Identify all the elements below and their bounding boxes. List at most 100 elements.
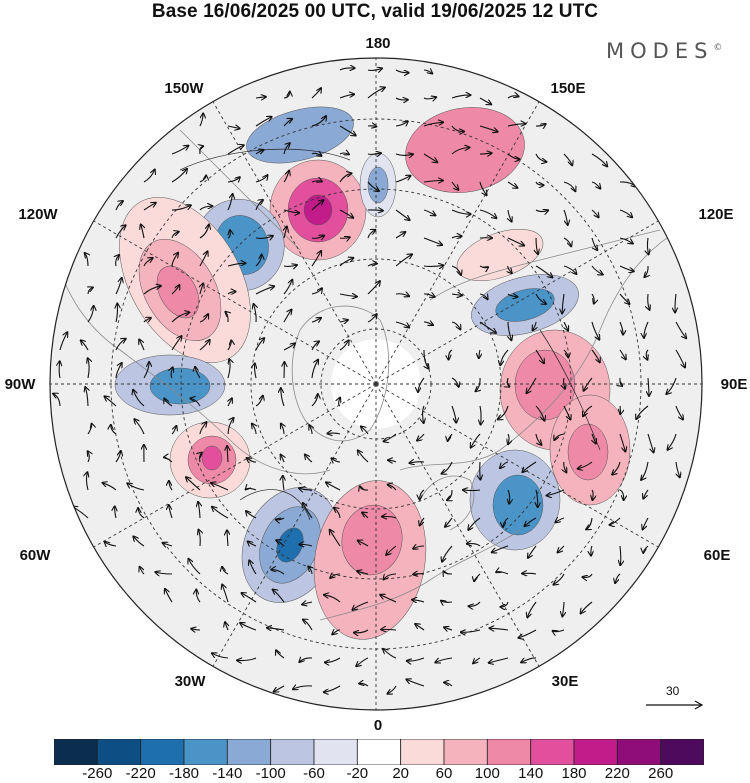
wind-vector xyxy=(507,96,519,99)
anomaly-contour xyxy=(341,504,403,576)
wind-vector xyxy=(610,517,621,525)
wind-vector xyxy=(169,481,173,491)
lon-label-120e: 120E xyxy=(698,206,734,223)
wind-vector xyxy=(228,359,230,379)
wind-vector xyxy=(533,321,536,330)
wind-vector xyxy=(586,517,593,529)
wind-vector xyxy=(87,424,92,435)
wind-vector xyxy=(490,628,509,630)
map-border xyxy=(49,57,703,711)
wind-vector xyxy=(199,176,206,183)
wind-vector xyxy=(284,227,287,239)
wind-vector xyxy=(381,629,397,630)
wind-vector xyxy=(675,349,685,367)
wind-vector xyxy=(155,572,173,574)
wind-vector xyxy=(199,314,208,323)
wind-vector xyxy=(563,405,571,420)
wind-vector xyxy=(163,543,173,546)
anomaly-pos-north-sea xyxy=(313,480,427,640)
wind-vector xyxy=(619,349,626,359)
wind-vector xyxy=(395,321,409,328)
wind-vector xyxy=(283,310,292,323)
wind-vector xyxy=(676,461,680,477)
wind-vector xyxy=(445,517,453,527)
wind-vector xyxy=(143,286,161,295)
wind-vector xyxy=(423,70,432,74)
wind-vector xyxy=(498,405,509,419)
wind-vector xyxy=(563,265,576,274)
wind-vector xyxy=(324,595,341,603)
wind-vector xyxy=(592,489,593,500)
wind-vector xyxy=(88,451,90,463)
anomaly-neg-bering xyxy=(359,152,397,218)
lon-label-30e: 30E xyxy=(551,673,579,690)
wind-vector xyxy=(281,388,285,407)
wind-vector xyxy=(675,321,686,338)
wind-vector xyxy=(87,306,94,323)
wind-vector xyxy=(479,153,492,154)
brand-mark: © xyxy=(713,43,723,53)
wind-vector xyxy=(619,209,632,217)
wind-vector xyxy=(334,508,341,519)
wind-vector xyxy=(612,461,621,475)
wind-vector xyxy=(228,230,230,239)
wind-vector xyxy=(324,685,341,692)
wind-vector xyxy=(255,117,272,127)
wind-vector xyxy=(299,488,313,490)
wind-vector xyxy=(413,574,425,575)
wind-vector xyxy=(407,657,425,661)
wind-vector xyxy=(508,321,511,340)
wind-vector xyxy=(164,457,173,463)
wind-vector xyxy=(643,517,649,529)
wind-vector xyxy=(143,203,156,211)
wind-vector xyxy=(171,169,187,183)
wind-vector xyxy=(305,455,313,463)
wind-vector xyxy=(196,590,201,603)
wind-vector xyxy=(276,650,285,659)
wind-vector xyxy=(248,541,257,546)
wind-vector xyxy=(311,341,319,351)
wind-vector xyxy=(382,516,397,518)
wind-vector xyxy=(471,433,481,448)
wind-vector xyxy=(358,450,369,463)
wind-vector xyxy=(327,433,341,434)
lon-label-60w: 60W xyxy=(19,547,51,564)
anomaly-contour xyxy=(492,474,544,536)
wind-vector xyxy=(311,200,323,211)
wind-vector xyxy=(171,312,189,323)
wind-vector xyxy=(211,483,229,491)
wind-vector xyxy=(395,121,408,126)
wind-vector xyxy=(507,294,518,297)
wind-vector xyxy=(384,573,397,579)
colorbar-swatch xyxy=(660,739,704,765)
wind-vector xyxy=(643,489,649,499)
wind-vector xyxy=(383,649,397,659)
wind-vector xyxy=(386,545,397,555)
wind-vector xyxy=(395,176,411,183)
wind-vector xyxy=(619,489,624,500)
wind-vector xyxy=(620,545,621,565)
wind-vector xyxy=(535,433,541,445)
wind-vector xyxy=(367,314,377,323)
wind-vector xyxy=(592,433,596,444)
wind-vector xyxy=(503,517,509,527)
wind-vector xyxy=(227,177,240,182)
coastline-siberia xyxy=(429,229,661,301)
wind-vector xyxy=(463,490,481,491)
wind-vector xyxy=(255,338,264,351)
wind-vector xyxy=(461,630,481,632)
wind-vector xyxy=(562,293,564,313)
wind-vector xyxy=(641,461,649,480)
wind-vector xyxy=(227,145,244,155)
anomaly-neg-ural xyxy=(469,449,561,551)
wind-vector xyxy=(615,573,621,583)
wind-vector xyxy=(139,340,145,351)
wind-vector xyxy=(198,502,200,519)
wind-vector xyxy=(255,286,274,295)
anomaly-contour xyxy=(156,265,200,319)
colorbar-tick-label: 260 xyxy=(648,765,674,782)
wind-vector xyxy=(85,253,88,267)
wind-vector xyxy=(479,181,487,195)
wind-vector xyxy=(528,545,537,558)
wind-vector xyxy=(563,209,568,225)
